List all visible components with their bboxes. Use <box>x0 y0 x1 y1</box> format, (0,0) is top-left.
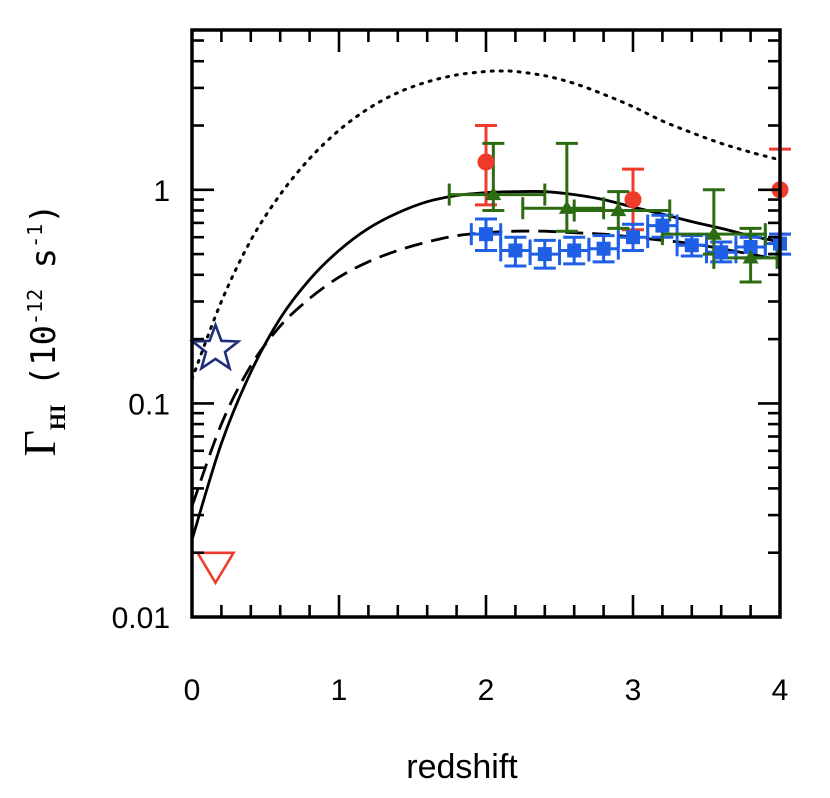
blue-squares-point-5 <box>626 230 640 245</box>
x-tick-label-3: 3 <box>625 674 642 707</box>
low-z-star <box>189 321 242 372</box>
y-label-symbol: Γ <box>14 430 65 457</box>
x-tick-label-2: 2 <box>478 674 495 707</box>
low-z-upper-limit <box>195 551 236 586</box>
blue-squares-point-2 <box>537 247 552 262</box>
y-label-unit-close: ) <box>24 203 64 223</box>
green-triangles-point-4 <box>742 249 759 264</box>
green-triangles-point-0 <box>485 186 502 201</box>
blue-squares-point-8 <box>714 245 729 260</box>
model-curves <box>192 69 780 541</box>
blue-squares-point-4 <box>596 241 611 256</box>
red-circles-point-0 <box>477 153 495 171</box>
blue-squares-point-6 <box>655 218 670 233</box>
axis-ticks <box>190 30 782 619</box>
y-tick-label-0.01: 0.01 <box>112 602 170 635</box>
y-label-unit-open: (10 <box>24 325 64 386</box>
svg-text:ΓHI(10-12 s-1): ΓHI (10-12 s-1) <box>14 203 70 456</box>
curve-model-dashed <box>192 229 780 507</box>
y-label-exp1: -12 <box>23 289 47 325</box>
plot-frame <box>190 28 782 619</box>
y-tick-label-1: 1 <box>153 175 170 208</box>
y-label-unit-mid: s <box>24 248 64 289</box>
y-tick-label-0.1: 0.1 <box>128 388 170 421</box>
blue-squares-point-7 <box>684 238 699 253</box>
blue-squares-point-9 <box>743 239 758 254</box>
error-bars <box>447 124 791 284</box>
curve-model-dotted <box>192 69 780 381</box>
x-tick-label-1: 1 <box>331 674 348 707</box>
curve-model-solid <box>192 190 780 541</box>
blue-squares-point-3 <box>567 243 582 258</box>
tick-labels: 0 1 2 3 4 0.01 0.1 1 <box>112 175 789 707</box>
blue-squares-point-1 <box>508 243 523 258</box>
green-triangles-point-2 <box>610 202 627 217</box>
x-tick-label-4: 4 <box>772 674 789 707</box>
x-axis-label: redshift <box>406 748 518 786</box>
green-triangles-point-3 <box>705 226 722 240</box>
x-tick-label-0: 0 <box>184 674 201 707</box>
red-circles-point-1 <box>624 191 642 209</box>
blue-squares-point-0 <box>479 227 493 242</box>
green-triangles-point-1 <box>558 200 575 214</box>
data-markers <box>189 153 789 586</box>
y-axis-label: ΓHI (10-12 s-1) <box>14 203 70 456</box>
y-label-exp2: -1 <box>23 224 47 248</box>
y-label-subscript: HI <box>45 404 70 430</box>
